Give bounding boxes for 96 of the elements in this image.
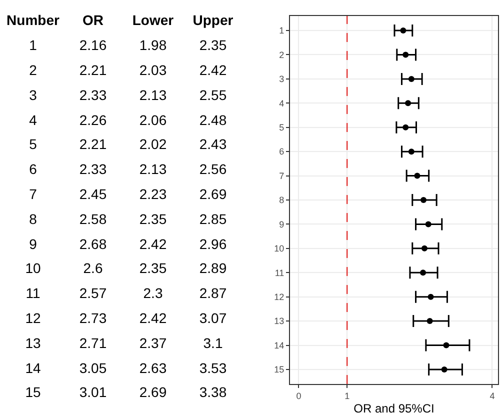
data-label: 2.87 [198, 284, 228, 304]
data-label: 3.05 [78, 358, 108, 378]
data-label: 2.37 [138, 334, 168, 353]
data-label: 2.03 [138, 60, 168, 80]
data-label: 2.33 [78, 160, 108, 180]
y-tick-label: 9 [28, 234, 38, 254]
data-label: 3.38 [198, 383, 228, 402]
y-tick-label: 13 [24, 334, 42, 353]
x-tick-label: Lower [131, 11, 175, 30]
y-tick-label: 11 [24, 284, 42, 304]
data-label: 2.13 [138, 160, 168, 180]
y-tick-label: 10 [24, 259, 42, 278]
data-label: 2.26 [78, 110, 108, 130]
data-label: 3.07 [198, 308, 228, 328]
point [441, 366, 448, 372]
x-axis-title: OR and 95%CI [354, 402, 434, 416]
point [408, 148, 414, 155]
y-tick-label: 11 [274, 268, 284, 278]
data-label: 2.69 [138, 383, 168, 402]
x-tick-label: Upper [192, 11, 234, 30]
data-label: 2.35 [138, 259, 168, 278]
y-tick-label: 2 [279, 50, 284, 60]
y-tick-label: 15 [274, 364, 284, 375]
point [426, 318, 433, 324]
data-label: 2.3 [142, 284, 164, 304]
data-label: 2.45 [78, 184, 108, 204]
y-tick-label: 8 [279, 195, 284, 206]
data-label: 1.98 [138, 36, 168, 56]
x-tick-label: OR [82, 11, 104, 30]
y-tick-label: 10 [274, 244, 284, 254]
data-label: 2.35 [138, 210, 168, 229]
data-label: 2.06 [138, 110, 168, 130]
y-tick-label: 9 [279, 219, 284, 230]
y-tick-label: 4 [28, 110, 38, 130]
y-tick-label: 14 [24, 358, 42, 378]
y-tick-label: 3 [279, 74, 284, 84]
data-label: 2.21 [78, 60, 108, 80]
data-label: 2.69 [198, 184, 228, 204]
data-label: 2.16 [78, 36, 108, 56]
data-label: 2.85 [198, 210, 228, 229]
y-tick-label: 14 [274, 340, 284, 350]
data-label: 2.42 [138, 234, 168, 254]
data-label: 2.42 [138, 308, 168, 328]
x-tick-label: 1 [344, 390, 350, 401]
y-tick-label: 8 [28, 210, 38, 229]
point [420, 270, 426, 276]
data-label: 3.1 [202, 334, 224, 353]
y-tick-label: 12 [274, 292, 284, 302]
data-label: 2.33 [78, 86, 108, 105]
y-tick-label: 7 [28, 184, 38, 204]
point [420, 197, 427, 203]
x-tick-label: 0 [296, 390, 302, 401]
data-label: 2.02 [138, 135, 168, 154]
data-label: 2.23 [138, 184, 168, 204]
point [408, 76, 414, 82]
y-tick-label: 3 [28, 86, 38, 105]
x-tick-label: 4 [490, 390, 495, 401]
point [425, 221, 432, 228]
data-label: 2.89 [198, 259, 228, 278]
y-tick-label: 12 [24, 308, 42, 328]
data-label: 2.55 [198, 86, 228, 105]
data-label: 2.68 [78, 234, 108, 254]
point [443, 342, 450, 348]
data-label: 2.73 [78, 308, 108, 328]
point [428, 294, 434, 300]
data-label: 2.43 [198, 135, 228, 154]
y-tick-label: 2 [28, 60, 38, 80]
y-tick-label: 13 [274, 316, 284, 326]
point [414, 172, 420, 179]
data-label: 2.96 [198, 234, 228, 254]
data-label: 2.13 [138, 86, 168, 105]
y-tick-label: 5 [279, 122, 284, 133]
data-label: 2.42 [198, 60, 228, 80]
data-label: 2.56 [198, 160, 228, 180]
data-label: 2.71 [78, 334, 108, 353]
data-label: 3.01 [78, 383, 108, 402]
point [402, 52, 409, 58]
data-label: 2.21 [78, 135, 108, 154]
data-label: 3.53 [198, 358, 228, 378]
point [405, 100, 412, 106]
point [402, 124, 409, 130]
data-label: 2.57 [78, 284, 108, 304]
y-tick-label: 1 [28, 36, 38, 56]
y-tick-label: 5 [28, 135, 38, 154]
y-tick-label: 6 [28, 160, 38, 180]
data-label: 2.35 [198, 36, 228, 56]
data-label: 2.48 [198, 110, 228, 130]
y-tick-label: 15 [24, 383, 42, 402]
data-label: 2.63 [138, 358, 168, 378]
y-tick-label: 7 [279, 170, 284, 181]
y-tick-label: 6 [279, 146, 284, 157]
y-tick-label: 4 [279, 98, 284, 108]
y-axis-title: Number [6, 11, 60, 30]
data-label: 2.58 [78, 210, 108, 229]
data-label: 2.6 [82, 259, 104, 278]
point [421, 245, 428, 252]
